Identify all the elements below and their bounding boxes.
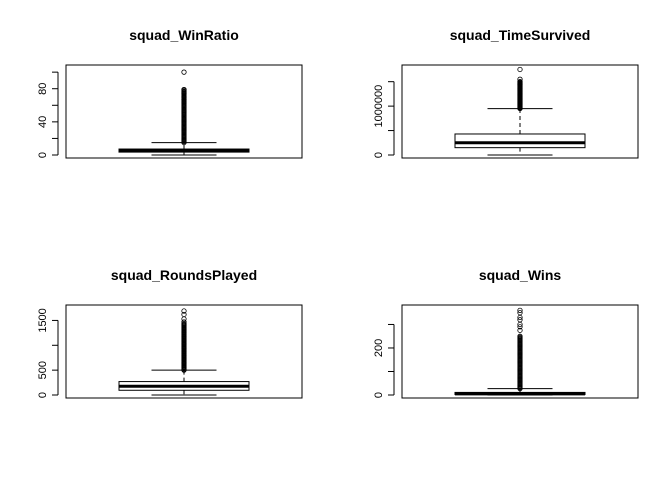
outlier-point — [517, 79, 523, 85]
outlier-point — [517, 76, 523, 82]
outlier-point — [517, 321, 523, 328]
plot-frame — [65, 64, 303, 159]
outlier-point — [517, 66, 523, 73]
outlier-point — [517, 324, 523, 330]
outlier-point — [181, 89, 187, 95]
outlier-point — [517, 327, 523, 333]
boxplot-panel: squad_WinRatio 0 40 80 — [37, 27, 303, 159]
boxplot-panel: squad_RoundsPlayed 0 500 1500 — [37, 267, 303, 399]
outlier-point — [517, 307, 523, 313]
plot-frame — [401, 304, 639, 399]
outlier-point — [181, 91, 187, 97]
outlier-point — [181, 308, 187, 314]
y-tick-label: 1500 — [37, 308, 49, 332]
outlier-point — [181, 69, 187, 75]
boxplot-panel: squad_Wins 0 200 — [373, 267, 639, 399]
outlier-point — [181, 96, 187, 103]
outlier-point — [517, 314, 523, 321]
outlier-point — [181, 316, 187, 322]
outlier-point — [517, 333, 523, 339]
y-tick-label: 40 — [37, 116, 49, 128]
y-tick-label: 500 — [37, 361, 49, 379]
y-tick-label: 200 — [373, 339, 385, 357]
boxplot-panel: squad_TimeSurvived 0 1000000 — [373, 27, 639, 159]
plot-frame — [65, 304, 303, 399]
chart-title: squad_Wins — [479, 267, 562, 283]
y-tick-label: 0 — [373, 152, 385, 158]
chart-title: squad_TimeSurvived — [450, 27, 591, 43]
outlier-point — [181, 94, 187, 100]
box-iqr — [454, 133, 586, 149]
outlier-point — [517, 81, 523, 87]
y-tick-label: 0 — [37, 392, 49, 398]
chart-title: squad_RoundsPlayed — [111, 267, 257, 283]
chart-title: squad_WinRatio — [129, 27, 239, 43]
y-tick-label: 0 — [37, 152, 49, 158]
outlier-point — [181, 319, 187, 325]
y-tick-label: 0 — [373, 392, 385, 398]
plot-frame — [401, 64, 639, 159]
y-tick-label: 1000000 — [373, 85, 385, 128]
y-tick-label: 80 — [37, 83, 49, 95]
